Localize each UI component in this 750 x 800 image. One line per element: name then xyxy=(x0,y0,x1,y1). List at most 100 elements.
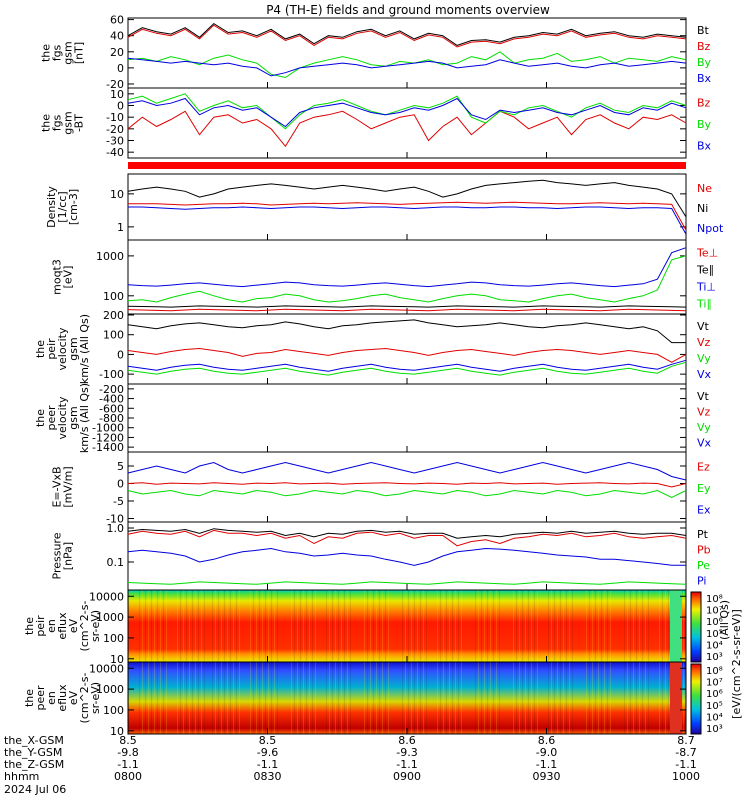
colorbar-tick-label: 10⁶ xyxy=(706,617,723,628)
spectrogram-streak xyxy=(382,662,383,734)
spectrogram-streak xyxy=(636,590,637,662)
spectrogram-streak xyxy=(525,590,526,662)
spectrogram-streak xyxy=(212,590,213,662)
spectrogram-streak xyxy=(259,662,260,734)
ytick-label: 0 xyxy=(117,100,124,113)
ylabel-line: km/s (All Qs) xyxy=(78,314,91,384)
spectrogram-streak xyxy=(297,662,298,734)
ytick-label: 10000 xyxy=(89,590,124,603)
ylabel-line: eV xyxy=(67,690,80,705)
legend-Vt: Vt xyxy=(697,390,710,403)
xaxis-value: 0800 xyxy=(114,770,142,783)
ylabel-line: fgs xyxy=(51,114,64,131)
legend-Pb: Pb xyxy=(697,543,711,556)
spectrogram-streak xyxy=(648,662,649,734)
spectrogram-streak xyxy=(379,590,380,662)
ytick-label: -400 xyxy=(99,393,124,406)
spectrogram-streak xyxy=(443,662,444,734)
spectrogram-streak xyxy=(610,662,611,734)
spectrogram-streak xyxy=(309,590,310,662)
spectrogram-streak xyxy=(639,662,640,734)
legend-Pe: Pe xyxy=(697,559,710,572)
series-line-Bx xyxy=(127,57,687,77)
spectrogram-streak xyxy=(277,590,278,662)
spectrogram-streak xyxy=(347,662,348,734)
spectrogram-streak xyxy=(408,662,409,734)
legend-Bz: Bz xyxy=(697,40,711,53)
colorbar-tick-label: 10⁷ xyxy=(706,678,723,689)
xaxis-value: 1000 xyxy=(672,770,700,783)
spectrogram-streak xyxy=(548,590,549,662)
xaxis-row-label: the_Z-GSM xyxy=(4,758,64,771)
ylabel-line: [nT] xyxy=(73,42,86,64)
colorbar-swatch xyxy=(690,591,702,663)
spectrogram-streak xyxy=(262,662,263,734)
spectrogram-streak xyxy=(341,590,342,662)
panel-10: thepeerenefluxeV(cm^2-s-sr-eV)1000010001… xyxy=(23,661,687,738)
spectrogram-streak xyxy=(554,590,555,662)
spectrogram-streak xyxy=(566,662,567,734)
spectrogram-streak xyxy=(569,590,570,662)
spectrogram-edge xyxy=(670,662,682,734)
panel-frame xyxy=(127,383,687,453)
spectrogram-streak xyxy=(607,590,608,662)
spectrogram-streak xyxy=(326,590,327,662)
series-line-Vy xyxy=(127,361,687,376)
spectrogram-streak xyxy=(449,590,450,662)
ytick-label: 20 xyxy=(110,46,124,59)
spectrogram-streak xyxy=(411,662,412,734)
series-line-Vz xyxy=(127,347,687,363)
spectrogram-streak xyxy=(341,662,342,734)
xaxis-value: 0830 xyxy=(254,770,282,783)
legend-Vz: Vz xyxy=(697,405,711,418)
ylabel-line: -BT xyxy=(73,114,86,132)
spectrogram-streak xyxy=(563,590,564,662)
xaxis-value: 0930 xyxy=(533,770,561,783)
spectrogram-streak xyxy=(227,590,228,662)
spectrogram-streak xyxy=(218,662,219,734)
colorbar-tick-label: 10⁵ xyxy=(706,629,723,640)
ylabel-line: eflux xyxy=(56,612,69,640)
legend-Bx: Bx xyxy=(697,72,712,85)
spectrogram-image xyxy=(128,662,686,734)
ylabel-line: [1/cc] xyxy=(56,191,69,222)
spectrogram-streak xyxy=(373,662,374,734)
spectrogram-streak xyxy=(145,590,146,662)
spectrogram-streak xyxy=(142,590,143,662)
spectrogram-streak xyxy=(291,590,292,662)
spectrogram-streak xyxy=(665,590,666,662)
spectrogram-streak xyxy=(376,662,377,734)
legend-Vx: Vx xyxy=(697,436,712,449)
legend-Ey: Ey xyxy=(697,482,711,495)
spectrogram-streak xyxy=(665,662,666,734)
spectrogram-streak xyxy=(624,590,625,662)
spectrogram-streak xyxy=(379,662,380,734)
spectrogram-streak xyxy=(364,662,365,734)
spectrogram-streak xyxy=(420,662,421,734)
spectrogram-streak xyxy=(230,662,231,734)
legend-Pt: Pt xyxy=(697,528,709,541)
spectrogram-streak xyxy=(595,590,596,662)
spectrogram-streak xyxy=(239,662,240,734)
ytick-label: 1000 xyxy=(96,683,124,696)
spectrogram-streak xyxy=(157,662,158,734)
spectrogram-streak xyxy=(408,590,409,662)
spectrogram-streak xyxy=(528,590,529,662)
spectrogram-streak xyxy=(659,662,660,734)
legend-Te∥: Te∥ xyxy=(696,264,714,277)
ytick-label: 10 xyxy=(110,88,124,101)
spectrogram-streak xyxy=(329,662,330,734)
spectrogram-streak xyxy=(493,590,494,662)
spectrogram-streak xyxy=(499,662,500,734)
spectrogram-streak xyxy=(627,662,628,734)
spectrogram-streak xyxy=(630,662,631,734)
ytick-label: 10 xyxy=(110,653,124,666)
spectrogram-streak xyxy=(201,662,202,734)
legend-Vy: Vy xyxy=(697,421,711,434)
ylabel-line: [mV/m] xyxy=(62,466,75,507)
spectrogram-streak xyxy=(490,662,491,734)
